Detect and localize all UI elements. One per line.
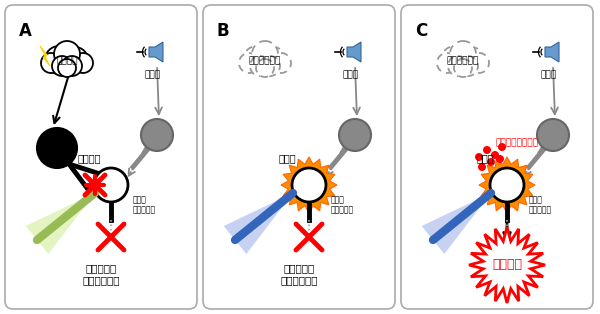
Circle shape [45, 46, 73, 74]
Circle shape [73, 53, 93, 73]
Polygon shape [347, 42, 361, 62]
Polygon shape [224, 193, 293, 254]
Text: 怌い体験なし: 怌い体験なし [447, 57, 479, 66]
Circle shape [496, 155, 504, 163]
Circle shape [487, 158, 495, 166]
Text: 怌い体験なし: 怌い体験なし [249, 57, 281, 66]
Circle shape [498, 143, 506, 151]
Circle shape [41, 53, 61, 73]
Circle shape [260, 56, 280, 76]
Circle shape [260, 47, 286, 73]
Circle shape [271, 53, 291, 73]
Text: 恐怖記憶: 恐怖記憶 [492, 258, 522, 272]
Circle shape [458, 47, 484, 73]
Circle shape [256, 59, 274, 77]
Circle shape [450, 41, 476, 67]
Text: 活性化: 活性化 [476, 153, 494, 163]
Text: 扁桃体
ニューロン: 扁桃体 ニューロン [331, 195, 354, 214]
Polygon shape [469, 227, 545, 303]
Circle shape [52, 56, 72, 76]
Text: A: A [19, 22, 32, 40]
Circle shape [37, 128, 77, 168]
Polygon shape [545, 42, 559, 62]
FancyBboxPatch shape [401, 5, 593, 309]
Polygon shape [149, 42, 163, 62]
Circle shape [469, 53, 489, 73]
Circle shape [475, 153, 483, 161]
Text: 怌い体験: 怌い体験 [56, 57, 78, 66]
Text: 不活性化: 不活性化 [77, 153, 101, 163]
Circle shape [491, 151, 499, 159]
Circle shape [437, 53, 457, 73]
Text: 扁桃体
ニューロン: 扁桃体 ニューロン [133, 195, 156, 214]
FancyBboxPatch shape [5, 5, 197, 309]
Circle shape [478, 163, 486, 171]
Circle shape [339, 119, 371, 151]
Text: 音山激: 音山激 [145, 70, 161, 79]
Circle shape [62, 56, 82, 76]
Polygon shape [281, 157, 337, 213]
Circle shape [62, 47, 88, 73]
Polygon shape [479, 157, 535, 213]
FancyBboxPatch shape [203, 5, 395, 309]
Text: C: C [415, 22, 427, 40]
Circle shape [243, 46, 271, 74]
Text: 恐怖記憶は
形成されない: 恐怖記憶は 形成されない [82, 263, 120, 285]
Text: 恐怖記憶は
形成されない: 恐怖記憶は 形成されない [280, 263, 318, 285]
Circle shape [94, 168, 128, 202]
Polygon shape [40, 46, 50, 66]
Text: 音山激: 音山激 [541, 70, 557, 79]
Circle shape [250, 56, 270, 76]
Text: B: B [217, 22, 230, 40]
Circle shape [252, 41, 278, 67]
Polygon shape [422, 193, 491, 254]
Circle shape [454, 59, 472, 77]
Circle shape [537, 119, 569, 151]
Circle shape [458, 56, 478, 76]
Polygon shape [26, 193, 95, 254]
Circle shape [54, 41, 80, 67]
Circle shape [292, 168, 326, 202]
Text: 活性化: 活性化 [278, 153, 296, 163]
Text: 音山激: 音山激 [343, 70, 359, 79]
Circle shape [448, 56, 468, 76]
Circle shape [58, 59, 76, 77]
Circle shape [141, 119, 173, 151]
Circle shape [441, 46, 469, 74]
Circle shape [483, 146, 491, 154]
Text: 扁桃体
ニューロン: 扁桃体 ニューロン [529, 195, 552, 214]
Circle shape [490, 168, 524, 202]
Text: ノルアドレナリン: ノルアドレナリン [496, 138, 539, 147]
Circle shape [239, 53, 259, 73]
